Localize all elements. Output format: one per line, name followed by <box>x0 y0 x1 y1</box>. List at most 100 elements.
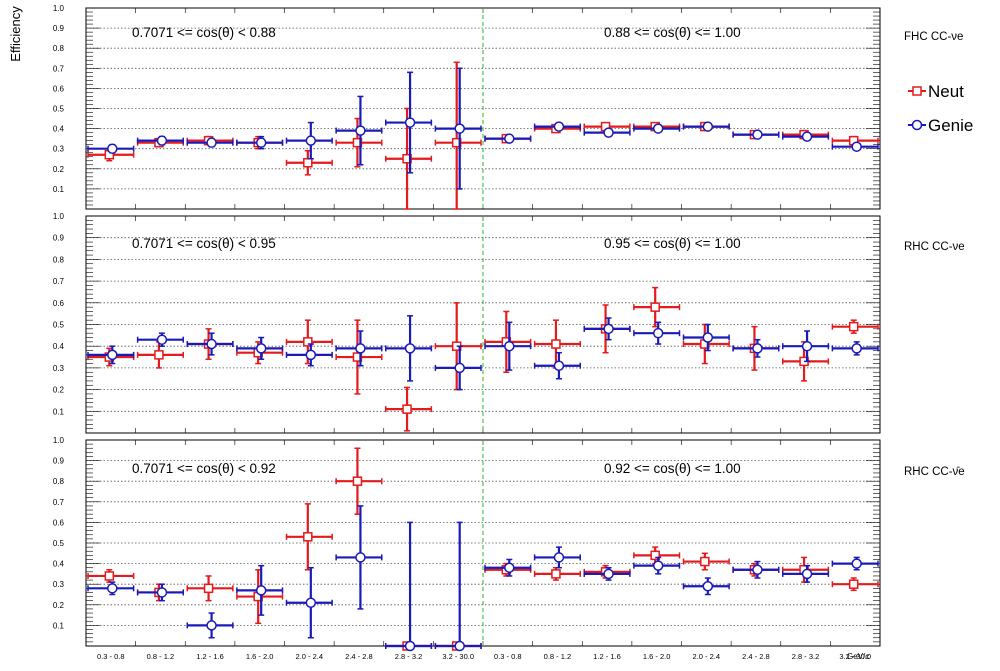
neut-square-marker <box>848 321 859 332</box>
genie-point <box>335 95 383 166</box>
series-genie <box>87 505 879 652</box>
genie-point <box>385 315 433 382</box>
genie-circle-marker <box>603 127 614 138</box>
genie-point <box>682 121 730 132</box>
genie-point <box>186 137 234 148</box>
y-tick-label: 0.2 <box>53 601 65 610</box>
genie-point <box>831 141 879 152</box>
genie-circle-marker <box>206 338 217 350</box>
genie-point <box>136 332 184 347</box>
y-tick-label: 0.1 <box>53 185 65 194</box>
panel-2: 0.1 0.2 0.3 0.4 0.5 0.6 0.7 0.8 0.9 1.0 0.7071 <= … <box>53 212 965 434</box>
genie-point <box>732 560 780 579</box>
panel-1: 0.1 0.2 0.3 0.4 0.5 0.6 0.7 0.8 0.9 1.0 0.7071 <= … <box>53 4 963 210</box>
y-tick-label: 0.3 <box>53 364 65 373</box>
genie-circle-marker <box>851 558 862 569</box>
y-tick-label: 0.4 <box>53 125 65 134</box>
genie-circle-marker <box>107 349 118 361</box>
genie-point <box>484 558 532 577</box>
x-tick-label: 2.4 - 2.8 <box>742 652 770 661</box>
genie-point <box>87 143 135 154</box>
genie-point <box>434 345 482 391</box>
neut-square-marker <box>203 583 214 594</box>
genie-circle-marker <box>107 583 118 594</box>
x-tick-label: 2.0 - 2.4 <box>296 652 324 661</box>
y-tick-label: 0.8 <box>53 255 65 264</box>
y-tick-label: 0.4 <box>53 560 65 569</box>
neut-square-marker <box>104 571 115 581</box>
y-tick-label: 0.2 <box>53 386 65 395</box>
genie-point <box>533 351 581 380</box>
y-tick-label: 0.7 <box>53 498 65 507</box>
x-tick-label: 2.4 - 2.8 <box>345 652 373 661</box>
genie-point <box>434 521 482 652</box>
x-tick-label: 1.6 - 2.0 <box>643 652 671 661</box>
genie-point <box>335 330 383 367</box>
genie-circle-marker <box>504 340 515 352</box>
y-tick-label: 0.3 <box>53 145 65 154</box>
neut-point <box>285 319 333 365</box>
neut-square-marker <box>700 556 710 567</box>
genie-point <box>782 131 830 142</box>
neut-point <box>335 447 383 515</box>
x-tick-label: 3.2 - 30.0 <box>442 652 474 661</box>
genie-point <box>782 564 830 583</box>
y-tick-label: 0.5 <box>53 539 65 548</box>
genie-point <box>285 566 333 639</box>
panel-3: 0.1 0.2 0.3 0.4 0.5 0.6 0.7 0.8 0.9 1.0 0.7071 <= … <box>53 436 965 661</box>
genie-circle-marker <box>156 587 168 598</box>
neut-point <box>335 319 383 395</box>
angle-label-right: 0.88 <= cos(θ) <= 1.00 <box>604 25 741 40</box>
y-tick-label: 0.9 <box>53 234 65 243</box>
genie-point <box>285 121 333 160</box>
genie-point <box>583 317 631 341</box>
neut-point <box>633 546 681 565</box>
genie-point <box>682 577 730 596</box>
genie-point <box>682 323 730 352</box>
genie-circle-marker <box>752 343 763 354</box>
panel-sample-label: RHC CC-ν̄e <box>904 466 965 478</box>
neut-square-marker <box>650 302 660 312</box>
genie-circle-marker <box>206 620 217 631</box>
genie-circle-marker <box>355 552 366 563</box>
genie-point <box>533 121 581 132</box>
neut-square-marker <box>551 339 561 349</box>
genie-circle-marker <box>851 343 862 354</box>
genie-circle-marker <box>404 117 416 128</box>
genie-circle-marker <box>603 568 614 580</box>
genie-circle-marker <box>454 123 465 134</box>
neut-point <box>285 149 333 176</box>
genie-circle-marker <box>801 340 813 352</box>
neut-point <box>831 577 879 592</box>
genie-point <box>236 135 284 150</box>
genie-circle-marker <box>305 597 317 608</box>
y-tick-label: 0.9 <box>53 457 65 466</box>
genie-point <box>385 521 433 652</box>
neut-point <box>633 286 681 328</box>
y-tick-label: 0.4 <box>53 342 65 351</box>
genie-point <box>831 341 879 356</box>
y-tick-label: 1.0 <box>53 212 65 221</box>
legend-genie-label: Genie <box>928 116 973 135</box>
genie-point <box>236 564 284 616</box>
neut-square-marker <box>848 579 859 589</box>
neut-point <box>533 566 581 581</box>
x-tick-label: 3.2 - 30.0 <box>839 652 871 661</box>
genie-point <box>136 135 184 146</box>
angle-label-left: 0.7071 <= cos(θ) < 0.95 <box>132 236 276 251</box>
genie-circle-marker <box>107 143 118 154</box>
genie-point <box>633 556 681 575</box>
x-tick-label: 0.3 - 0.8 <box>97 652 125 661</box>
genie-circle-marker <box>752 129 763 140</box>
y-tick-label: 0.6 <box>53 84 65 93</box>
angle-label-left: 0.7071 <= cos(θ) < 0.88 <box>132 25 276 40</box>
y-tick-label: 0.1 <box>53 407 65 416</box>
genie-circle-marker <box>156 334 168 345</box>
y-tick-label: 0.6 <box>53 299 65 308</box>
genie-point <box>583 127 631 138</box>
genie-point <box>434 67 482 190</box>
y-tick-label: 0.3 <box>53 580 65 589</box>
angle-label-right: 0.95 <= cos(θ) <= 1.00 <box>604 236 741 251</box>
genie-point <box>136 583 184 602</box>
